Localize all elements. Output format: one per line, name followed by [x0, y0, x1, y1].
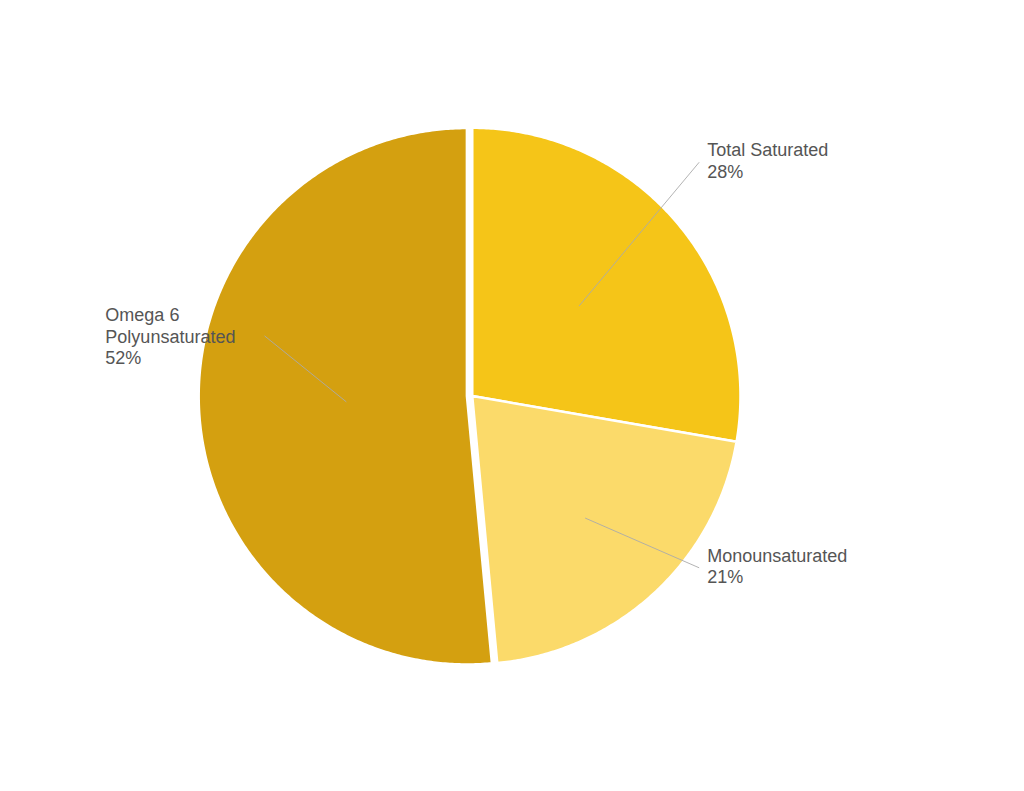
svg-text:Monounsaturated21%: Monounsaturated21%	[707, 546, 847, 588]
svg-text:Total Saturated28%: Total Saturated28%	[707, 140, 828, 182]
svg-text:Omega 6Polyunsaturated52%: Omega 6Polyunsaturated52%	[105, 305, 235, 368]
